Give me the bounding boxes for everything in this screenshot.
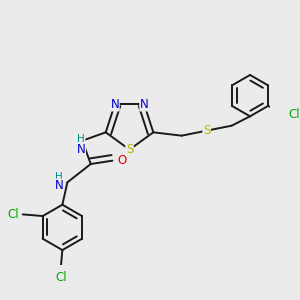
Text: N: N <box>140 98 148 111</box>
Text: S: S <box>126 143 133 156</box>
Text: Cl: Cl <box>55 271 67 284</box>
Text: H: H <box>77 134 85 144</box>
Text: N: N <box>110 98 119 111</box>
Text: S: S <box>203 124 210 137</box>
Text: Cl: Cl <box>289 108 300 121</box>
Text: N: N <box>55 179 63 192</box>
Text: Cl: Cl <box>8 208 19 221</box>
Text: H: H <box>55 172 63 182</box>
Text: O: O <box>117 154 126 167</box>
Text: N: N <box>77 142 85 155</box>
